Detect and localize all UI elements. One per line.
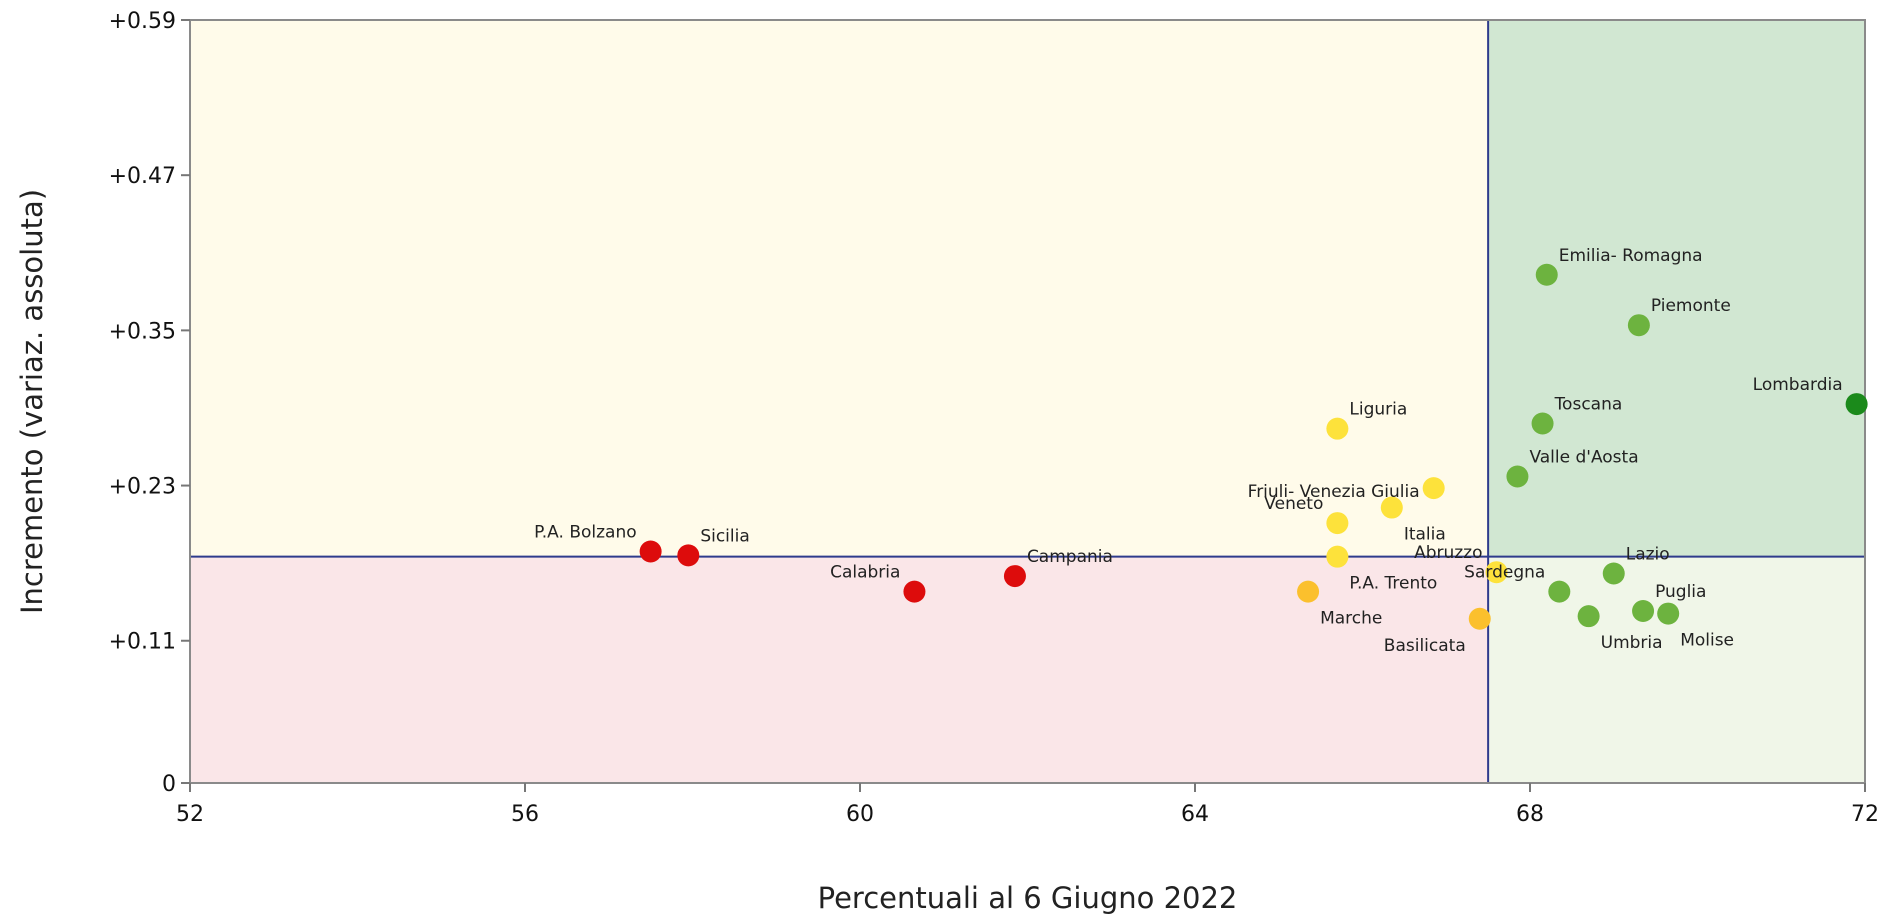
data-label: Marche (1320, 609, 1382, 629)
data-point (1326, 545, 1349, 568)
data-point (1548, 580, 1571, 603)
data-label: Liguria (1349, 400, 1407, 420)
x-tick-label: 60 (846, 802, 874, 827)
reference-lines (190, 20, 1865, 783)
quadrant-top-right (1488, 20, 1865, 557)
y-axis-title: Incremento (variaz. assoluta) (15, 189, 49, 614)
data-point (677, 544, 700, 567)
x-axis: 52 56 60 64 68 72 (176, 783, 1879, 827)
data-point (639, 540, 662, 563)
data-point (1468, 607, 1491, 630)
data-point (1380, 496, 1403, 519)
data-label: Basilicata (1384, 636, 1466, 656)
data-point (1297, 580, 1320, 603)
data-label: Sicilia (700, 526, 749, 546)
data-point (1506, 465, 1529, 488)
data-label: Italia (1404, 525, 1446, 545)
x-tick-label: 68 (1516, 802, 1544, 827)
data-point (1422, 477, 1445, 500)
data-label: Puglia (1655, 582, 1706, 602)
data-label: Valle d'Aosta (1529, 448, 1638, 468)
y-axis: 0 +0.11 +0.23 +0.35 +0.47 +0.59 (109, 9, 190, 797)
data-label: Calabria (830, 563, 900, 583)
data-point (1627, 314, 1650, 337)
quadrant-bottom-left (190, 556, 1489, 783)
data-point (1657, 602, 1680, 625)
x-tick-label: 64 (1181, 802, 1209, 827)
y-tick-label: 0 (162, 772, 176, 797)
x-tick-label: 56 (511, 802, 539, 827)
data-point (1577, 605, 1600, 628)
quadrant-backgrounds (190, 20, 1865, 783)
data-points (639, 263, 1868, 630)
y-tick-label: +0.23 (109, 475, 176, 500)
data-label: Campania (1027, 547, 1113, 567)
data-point (1845, 393, 1868, 416)
data-point (1632, 600, 1655, 623)
quadrant-top-left (190, 20, 1489, 557)
data-label: Sardegna (1464, 563, 1545, 583)
y-tick-label: +0.11 (109, 630, 176, 655)
data-label: Molise (1680, 631, 1734, 651)
data-label: Veneto (1264, 494, 1323, 514)
data-label: Abruzzo (1414, 543, 1482, 563)
data-point (1602, 562, 1625, 585)
data-label: P.A. Trento (1349, 574, 1437, 594)
x-axis-title: Percentuali al 6 Giugno 2022 (818, 881, 1238, 915)
data-point (1531, 412, 1554, 435)
data-label: Friuli- Venezia Giulia (1248, 482, 1420, 502)
data-label: Umbria (1601, 633, 1663, 653)
data-label: Lazio (1626, 544, 1670, 564)
x-tick-label: 72 (1851, 802, 1879, 827)
point-labels: P.A. Bolzano Sicilia Calabria Campania Ligur… (534, 246, 1842, 656)
data-label: Emilia- Romagna (1559, 246, 1703, 266)
data-label: Toscana (1554, 394, 1623, 414)
y-tick-label: +0.59 (109, 9, 176, 34)
data-point (1535, 263, 1558, 286)
data-point (1003, 565, 1026, 588)
data-label: P.A. Bolzano (534, 523, 636, 543)
data-point (1326, 512, 1349, 535)
y-tick-label: +0.35 (109, 319, 176, 344)
data-point (903, 580, 926, 603)
data-label: Piemonte (1651, 296, 1731, 316)
data-point (1485, 561, 1508, 584)
y-tick-label: +0.47 (109, 164, 176, 189)
x-tick-label: 52 (176, 802, 204, 827)
data-label: Lombardia (1753, 375, 1843, 395)
data-point (1326, 417, 1349, 440)
